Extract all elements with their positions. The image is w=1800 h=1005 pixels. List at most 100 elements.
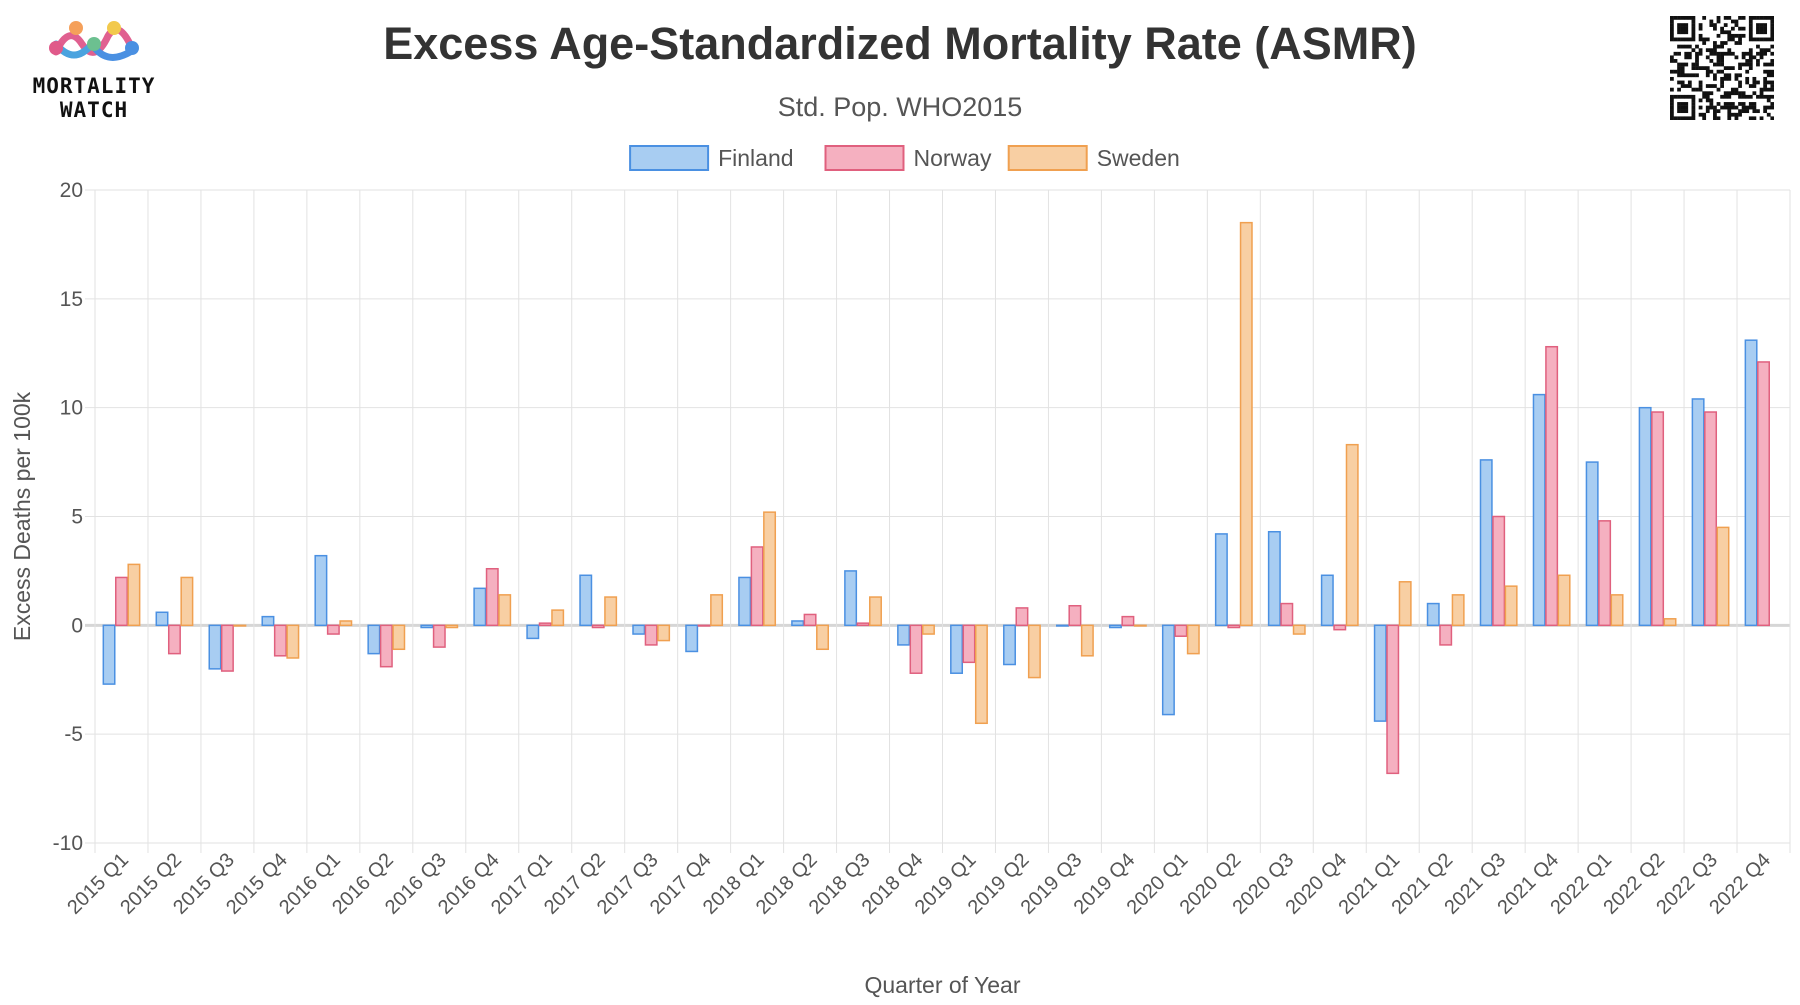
logo-graphic [49, 21, 139, 61]
bar-sweden-2016-q3 [445, 624, 459, 629]
bar-sweden-2016-q4 [498, 594, 512, 627]
bar-finland-2015-q4 [261, 615, 275, 627]
bar-finland-2016-q2 [367, 624, 381, 655]
bar-sweden-2015-q4 [286, 624, 300, 659]
legend-item-sweden[interactable]: Sweden [1007, 145, 1180, 171]
bar-norway-2016-q1 [326, 624, 340, 635]
bar-norway-2022-q3 [1704, 411, 1718, 627]
y-tick-label: 0 [71, 614, 83, 637]
legend-swatch [1007, 145, 1088, 171]
bar-norway-2017-q1 [538, 622, 552, 627]
bar-finland-2022-q1 [1585, 461, 1599, 627]
x-axis-title: Quarter of Year [865, 972, 1021, 998]
bar-norway-2020-q3 [1280, 602, 1294, 627]
bar-finland-2015-q3 [208, 624, 222, 670]
bar-finland-2019-q4 [1108, 624, 1122, 629]
bar-finland-2017-q1 [526, 624, 540, 640]
bar-norway-2019-q3 [1068, 604, 1082, 627]
bar-norway-2018-q2 [803, 613, 817, 627]
bar-norway-2020-q4 [1333, 624, 1347, 631]
bar-sweden-2018-q1 [763, 511, 777, 627]
bar-finland-2021-q3 [1479, 459, 1493, 627]
bar-norway-2016-q3 [432, 624, 446, 648]
bar-sweden-2022-q1 [1610, 594, 1624, 627]
chart-subtitle: Std. Pop. WHO2015 [777, 92, 1023, 122]
bar-sweden-2017-q4 [710, 594, 724, 627]
bar-sweden-2021-q4 [1557, 574, 1571, 627]
bar-norway-2016-q4 [485, 567, 499, 627]
bar-sweden-2019-q1 [974, 624, 988, 725]
bar-norway-2022-q1 [1598, 520, 1612, 627]
chart-title: Excess Age-Standardized Mortality Rate (… [383, 18, 1417, 69]
bar-norway-2018-q1 [750, 546, 764, 627]
bar-sweden-2017-q1 [551, 609, 565, 627]
bar-finland-2020-q3 [1267, 530, 1281, 627]
bar-sweden-2017-q3 [657, 624, 671, 642]
bar-finland-2020-q4 [1320, 574, 1334, 627]
bar-finland-2016-q3 [420, 624, 434, 629]
bar-sweden-2018-q2 [816, 624, 829, 651]
legend-swatch [824, 145, 905, 171]
bar-finland-2022-q4 [1744, 339, 1758, 627]
bar-norway-2016-q2 [379, 624, 393, 668]
bar-finland-2019-q3 [1056, 624, 1069, 627]
bar-finland-2019-q2 [1003, 624, 1016, 666]
bar-norway-2017-q4 [697, 624, 711, 627]
bar-sweden-2016-q2 [392, 624, 406, 651]
bar-sweden-2016-q1 [339, 620, 353, 627]
bar-sweden-2020-q1 [1186, 624, 1200, 655]
bar-sweden-2019-q4 [1133, 624, 1147, 627]
bar-norway-2021-q3 [1492, 515, 1506, 627]
bar-finland-2022-q2 [1638, 406, 1652, 627]
bar-sweden-2020-q3 [1292, 624, 1306, 635]
bar-norway-2015-q2 [167, 624, 181, 655]
bar-norway-2017-q2 [591, 624, 605, 629]
bar-finland-2017-q3 [632, 624, 646, 635]
bar-norway-2015-q1 [115, 576, 128, 627]
bar-sweden-2018-q4 [921, 624, 935, 635]
bar-sweden-2017-q2 [604, 596, 618, 627]
bar-norway-2022-q4 [1757, 361, 1770, 627]
bar-finland-2021-q4 [1532, 393, 1546, 627]
legend-swatch [629, 145, 710, 171]
bar-sweden-2022-q3 [1716, 526, 1730, 627]
bar-sweden-2021-q3 [1504, 585, 1518, 627]
bar-norway-2015-q3 [220, 624, 234, 672]
bar-finland-2018-q2 [791, 620, 805, 627]
bar-finland-2016-q1 [314, 554, 328, 627]
bar-norway-2019-q4 [1121, 615, 1135, 627]
bar-finland-2022-q3 [1691, 398, 1705, 627]
legend-label: Finland [718, 145, 793, 171]
bar-norway-2018-q4 [909, 624, 923, 674]
bar-finland-2017-q4 [685, 624, 699, 653]
bar-sweden-2015-q3 [233, 624, 247, 627]
logo-text: MORTALITY WATCH [14, 74, 174, 122]
bar-finland-2021-q2 [1426, 602, 1440, 627]
bar-sweden-2022-q2 [1663, 618, 1677, 627]
bar-finland-2018-q1 [738, 576, 752, 627]
legend-label: Sweden [1097, 145, 1180, 171]
bar-norway-2019-q1 [962, 624, 976, 664]
bar-finland-2018-q4 [897, 624, 911, 646]
bar-norway-2020-q2 [1227, 624, 1241, 629]
legend-item-finland[interactable]: Finland [629, 145, 794, 171]
bar-norway-2017-q3 [644, 624, 658, 646]
bar-finland-2020-q1 [1161, 624, 1175, 716]
y-tick-label: -5 [64, 723, 83, 746]
legend-item-norway[interactable]: Norway [824, 145, 992, 171]
y-axis-title: Excess Deaths per 100k [9, 391, 35, 641]
bar-finland-2018-q3 [844, 570, 858, 627]
bar-norway-2022-q2 [1651, 411, 1665, 627]
bar-finland-2015-q2 [155, 611, 169, 627]
logo-text-line1: MORTALITY [32, 74, 156, 98]
bar-norway-2019-q2 [1015, 607, 1029, 627]
bar-norway-2018-q3 [856, 622, 870, 627]
qr-code[interactable] [1670, 16, 1774, 120]
bar-sweden-2018-q3 [869, 596, 882, 627]
bar-norway-2021-q4 [1545, 345, 1559, 627]
bar-finland-2017-q2 [579, 574, 593, 627]
bar-sweden-2021-q1 [1398, 581, 1412, 627]
bar-norway-2020-q1 [1174, 624, 1188, 637]
bar-sweden-2021-q2 [1451, 594, 1465, 627]
